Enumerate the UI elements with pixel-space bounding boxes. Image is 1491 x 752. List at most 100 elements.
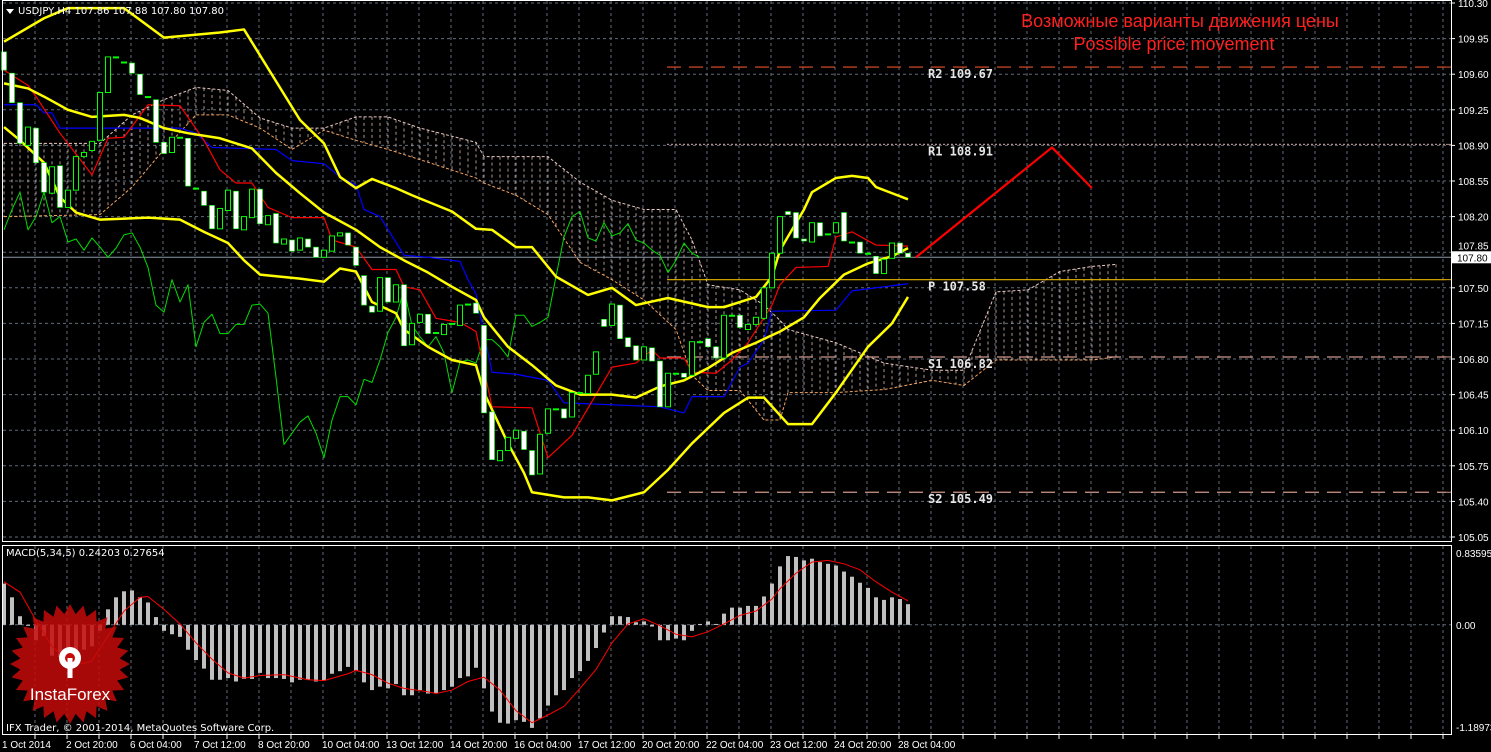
macd-histogram-bar (370, 624, 374, 691)
macd-histogram-bar (578, 624, 582, 672)
macd-histogram-bar (730, 607, 734, 625)
time-tick-label: 2 Oct 20:00 (66, 740, 118, 751)
macd-histogram-bar (170, 624, 174, 635)
candle-bullish (281, 238, 287, 245)
macd-histogram-bar (2, 583, 6, 625)
candle-bullish (689, 341, 695, 376)
annotation-title-ru: Возможные варианты движения цены (1021, 11, 1339, 31)
macd-histogram-bar (26, 624, 30, 626)
macd-tick-label: 0.83595 (1456, 549, 1491, 560)
candle-bearish (41, 162, 47, 193)
bollinger-lower-band (3, 126, 910, 502)
macd-histogram-bar (266, 624, 270, 679)
candle-bullish (89, 140, 95, 151)
candle-bullish (761, 287, 767, 319)
candle-bearish (385, 277, 391, 303)
macd-histogram-bar (570, 624, 574, 679)
candle-bullish (225, 189, 231, 211)
candle-bullish (609, 303, 615, 326)
candle-bullish (865, 252, 871, 255)
macd-histogram-bar (754, 605, 758, 625)
candle-bullish (849, 241, 855, 244)
macd-histogram-bar (746, 605, 750, 625)
macd-histogram-bar (418, 624, 422, 691)
level-label-s1: S1 106.82 (928, 357, 993, 371)
macd-histogram-bar (298, 624, 302, 680)
candle-bearish (257, 188, 263, 225)
macd-histogram-bar (426, 624, 430, 694)
gear-icon (59, 647, 81, 678)
copyright-text: IFX Trader, © 2001-2014, MetaQuotes Soft… (6, 723, 274, 734)
macd-tick-label: -1.18973 (1456, 723, 1491, 734)
candle-bearish (129, 62, 135, 74)
price-tick-label: 107.85 (1458, 241, 1489, 252)
macd-histogram-bar (890, 597, 894, 625)
macd-histogram-bar (850, 576, 854, 625)
candle-bearish (489, 411, 495, 460)
candle-bullish (833, 222, 839, 234)
candle-bearish (841, 212, 847, 242)
price-tick-label: 108.90 (1458, 141, 1489, 152)
macd-histogram-bar (346, 624, 350, 667)
candle-bullish (249, 188, 255, 219)
macd-histogram-bar (18, 616, 22, 625)
macd-histogram-bar (650, 624, 654, 627)
macd-histogram-bar (554, 624, 558, 696)
time-tick-label: 22 Oct 04:00 (706, 740, 764, 751)
macd-histogram-bar (642, 621, 646, 625)
price-tick-label: 105.75 (1458, 462, 1489, 473)
candle-bullish (497, 450, 503, 462)
candle-bullish (297, 237, 303, 251)
macd-histogram-bar (482, 624, 486, 689)
chikou-span-line (3, 191, 701, 459)
macd-histogram-bar (202, 624, 206, 669)
candle-bullish (449, 322, 455, 325)
macd-histogram-bar (258, 624, 262, 673)
candle-bullish (121, 61, 127, 64)
candle-bullish (721, 314, 727, 359)
candle-bullish (25, 126, 31, 146)
bollinger-upper-band (3, 6, 909, 309)
senkou-span-top (4, 86, 1117, 371)
current-price-label: 107.80 (1457, 253, 1488, 264)
macd-histogram-bar (874, 597, 878, 625)
macd-histogram-bar (490, 624, 494, 712)
macd-histogram-bar (610, 616, 614, 625)
candle-bullish (97, 92, 103, 141)
candle-bearish (649, 347, 655, 362)
chart-frame (2, 0, 1452, 735)
candle-bullish (113, 56, 119, 59)
candle-bullish (513, 429, 519, 439)
candle-bullish (265, 215, 271, 226)
candle-bullish (665, 372, 671, 408)
senkou-span-bottom (3, 114, 1117, 421)
dropdown-triangle-icon[interactable] (6, 9, 14, 14)
candle-bearish (713, 346, 719, 359)
macd-histogram-bar (778, 566, 782, 625)
macd-histogram-bar (322, 624, 326, 681)
candle-bullish (569, 392, 575, 418)
symbol-header: USDJPY,H4 107.86 107.88 107.80 107.80 (18, 6, 224, 17)
macd-histogram-bar (474, 624, 478, 668)
time-tick-label: 6 Oct 04:00 (130, 740, 182, 751)
current-price-box (1451, 251, 1491, 264)
price-tick-label: 106.10 (1458, 426, 1489, 437)
macd-histogram-bar (698, 623, 702, 625)
macd-histogram-bar (682, 624, 686, 641)
candle-bearish (305, 238, 311, 248)
macd-signal-line (3, 559, 909, 724)
macd-histogram-bar (810, 558, 814, 625)
macd-histogram-bar (226, 624, 230, 679)
candle-bullish (81, 152, 87, 158)
macd-histogram-bar (546, 624, 550, 706)
level-label-r1: R1 108.91 (928, 144, 993, 158)
candle-bearish (273, 213, 279, 244)
forecast-path-line (915, 146, 1093, 259)
macd-histogram-bar (498, 624, 502, 723)
time-tick-label: 17 Oct 12:00 (578, 740, 636, 751)
candle-bearish (873, 255, 879, 274)
kijun-sen-line (4, 104, 909, 414)
candle-bullish (777, 216, 783, 254)
price-tick-label: 109.95 (1458, 35, 1489, 46)
